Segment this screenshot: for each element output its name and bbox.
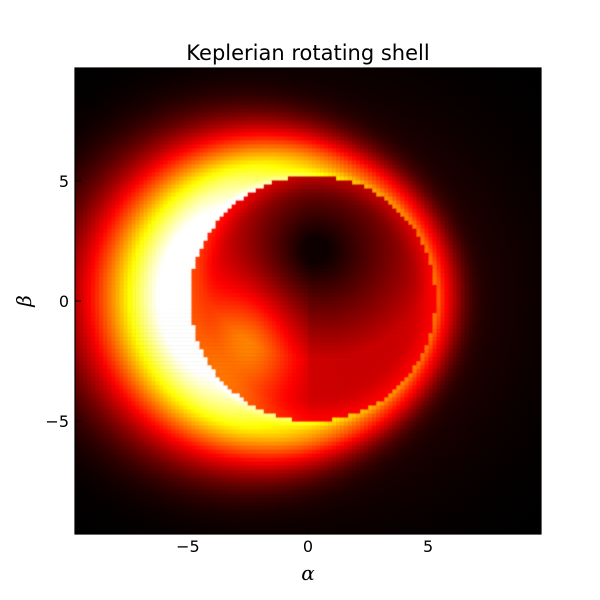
y-tick-label: −5 bbox=[45, 412, 69, 431]
x-tick-label: 5 bbox=[423, 537, 433, 556]
x-tick-label: 0 bbox=[303, 537, 313, 556]
y-tick-label: 0 bbox=[59, 292, 69, 311]
heatmap-frame bbox=[75, 68, 541, 534]
y-axis-label: β bbox=[12, 295, 36, 308]
chart-title: Keplerian rotating shell bbox=[186, 41, 429, 65]
y-tick-label: 5 bbox=[59, 172, 69, 191]
heatmap-image bbox=[75, 68, 541, 534]
x-tick-label: −5 bbox=[176, 537, 200, 556]
x-axis-label: α bbox=[301, 561, 315, 585]
x-ticks: −5 0 5 bbox=[176, 528, 433, 556]
y-ticks: −5 0 5 bbox=[45, 172, 81, 431]
